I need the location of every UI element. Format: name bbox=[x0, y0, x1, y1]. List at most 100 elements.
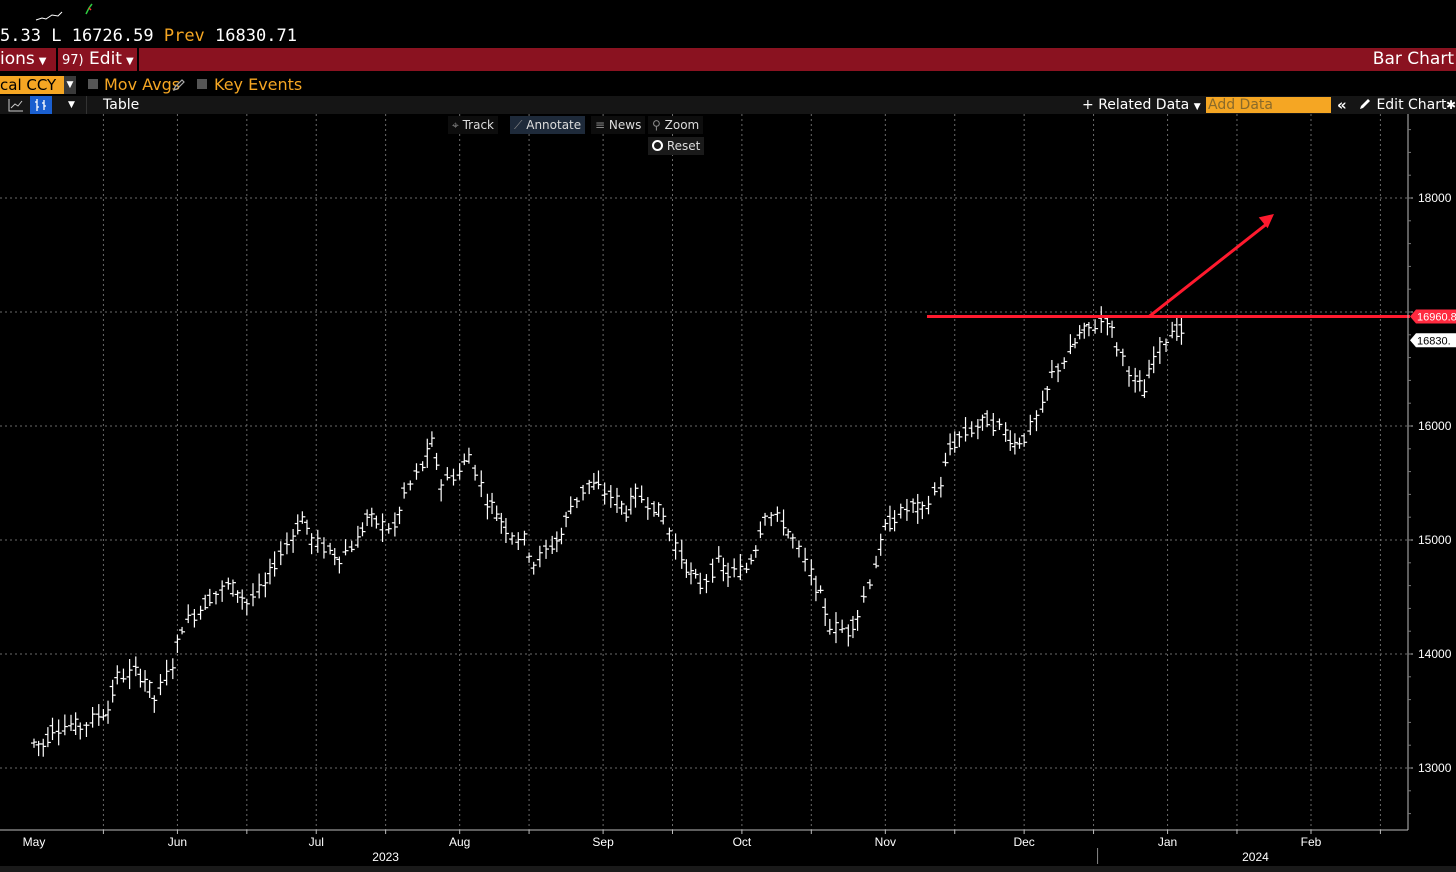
x-tick-label: Dec bbox=[1013, 835, 1034, 849]
ohlc-bar bbox=[83, 722, 90, 737]
key-events-checkbox[interactable] bbox=[197, 79, 207, 89]
ohlc-bar bbox=[802, 547, 809, 572]
ohlc-bar bbox=[379, 513, 386, 542]
ohlc-bar bbox=[683, 559, 690, 578]
ohlc-bar bbox=[672, 533, 679, 560]
ohlc-bar bbox=[1173, 315, 1180, 341]
price-tag: 16830. bbox=[1410, 333, 1456, 348]
ohlc-bar bbox=[785, 528, 792, 539]
ohlc-bar bbox=[294, 514, 301, 535]
zoom-button[interactable]: ⚲ Zoom bbox=[648, 116, 704, 134]
line-chart-icon[interactable] bbox=[8, 98, 24, 112]
ohlc-bar bbox=[678, 539, 685, 569]
ohlc-bar bbox=[962, 417, 969, 442]
annotate-button[interactable]: ⟋ Annotate bbox=[510, 116, 586, 134]
ohlc-bar bbox=[762, 512, 769, 526]
ohlc-bar bbox=[163, 659, 170, 686]
ohlc-bar bbox=[478, 470, 485, 498]
ohlc-bar bbox=[114, 665, 121, 685]
edit-menu[interactable]: 97) Edit ▼ bbox=[62, 48, 134, 71]
ohlc-bar bbox=[709, 558, 716, 583]
toolbar-divider bbox=[86, 96, 87, 114]
ohlc-bar bbox=[573, 497, 580, 509]
ohlc-bar bbox=[914, 493, 921, 524]
edit-chart-button[interactable]: Edit Chart bbox=[1358, 96, 1447, 114]
news-button[interactable]: ≡ News bbox=[591, 116, 646, 134]
ohlc-bar bbox=[303, 519, 310, 535]
ohlc-bar bbox=[549, 535, 556, 555]
ohlc-bar bbox=[444, 467, 451, 481]
ohlc-bar bbox=[697, 572, 704, 595]
ohlc-bar bbox=[1016, 437, 1023, 449]
ohlc-bar bbox=[89, 706, 96, 728]
ohlc-bar bbox=[266, 558, 273, 585]
ohlc-bar bbox=[757, 521, 764, 539]
ohlc-bar bbox=[822, 598, 829, 626]
mov-avgs-checkbox[interactable] bbox=[88, 79, 98, 89]
price-tag-label: 16830. bbox=[1417, 335, 1451, 347]
low-label: L bbox=[51, 26, 62, 46]
reset-button[interactable]: Reset bbox=[648, 137, 705, 155]
ohlc-bar bbox=[354, 525, 361, 548]
ohlc-bar bbox=[826, 618, 833, 635]
caret-down-icon[interactable]: ▼ bbox=[68, 100, 75, 110]
ohlc-bar bbox=[290, 529, 297, 553]
ohlc-bar bbox=[364, 509, 371, 527]
ohlc-bar bbox=[472, 464, 479, 481]
news-label: News bbox=[608, 118, 642, 132]
low-value: 16726.59 bbox=[71, 26, 154, 46]
ohlc-bar bbox=[638, 485, 645, 503]
annotate-icon: ⟋ bbox=[514, 118, 523, 132]
y-tick-label: 18000 bbox=[1418, 191, 1452, 205]
ohlc-bar bbox=[509, 532, 516, 545]
ohlc-bar bbox=[1044, 386, 1051, 401]
ohlc-bar bbox=[660, 507, 667, 525]
ohlc-bar bbox=[49, 717, 56, 741]
y-tick-label: 16000 bbox=[1418, 419, 1452, 433]
ohlc-bar bbox=[142, 670, 149, 692]
bar-chart-icon[interactable] bbox=[30, 96, 52, 114]
add-data-input[interactable]: Add Data bbox=[1206, 97, 1331, 113]
ohlc-bar bbox=[95, 704, 102, 726]
ohlc-bar bbox=[536, 545, 543, 568]
crosshair-icon: ⌖ bbox=[452, 118, 459, 132]
price-tag-label: 16960.8 bbox=[1417, 311, 1456, 323]
pencil-icon[interactable] bbox=[172, 78, 186, 92]
price-tag-bg bbox=[1410, 333, 1456, 348]
quote-header: 5.33 L 16726.59 Prev 16830.71 bbox=[0, 0, 1456, 48]
ohlc-bar bbox=[185, 604, 192, 624]
ohlc-bars bbox=[31, 306, 1185, 757]
x-year-label: 2023 bbox=[372, 850, 399, 864]
track-label: Track bbox=[462, 118, 494, 132]
related-data-button[interactable]: + Related Data ▼ bbox=[1082, 96, 1201, 114]
ohlc-bar bbox=[385, 523, 392, 534]
ohlc-bar bbox=[1126, 366, 1133, 387]
y-tick-label: 14000 bbox=[1418, 647, 1452, 661]
ohlc-bar bbox=[1085, 322, 1092, 337]
track-button[interactable]: ⌖ Track bbox=[448, 116, 498, 134]
mov-avgs-label[interactable]: Mov Avgs bbox=[104, 75, 181, 94]
collapse-icon[interactable]: « bbox=[1337, 96, 1347, 114]
options-menu[interactable]: ions ▼ bbox=[0, 48, 46, 71]
ohlc-bar bbox=[521, 530, 528, 546]
ohlc-bar bbox=[502, 518, 509, 544]
ohlc-bar bbox=[1092, 319, 1099, 334]
table-button[interactable]: Table bbox=[103, 97, 140, 113]
menu-divider bbox=[56, 48, 58, 71]
gear-icon[interactable]: ✱ bbox=[1446, 98, 1456, 112]
ohlc-bar bbox=[752, 545, 759, 558]
ohlc-bar bbox=[391, 512, 398, 537]
ohlc-bar bbox=[283, 532, 290, 555]
ohlc-bar bbox=[336, 556, 343, 574]
key-events-label[interactable]: Key Events bbox=[214, 75, 303, 94]
price-chart[interactable]: 13000 14000 15000 16000 18000 16960.8 16830. Ma… bbox=[0, 114, 1456, 872]
ohlc-bar bbox=[845, 624, 852, 647]
ohlc-bar bbox=[225, 577, 232, 590]
currency-select[interactable]: cal CCY ▼ bbox=[0, 76, 76, 94]
ohlc-bar bbox=[109, 679, 116, 703]
ohlc-bar bbox=[359, 522, 366, 537]
x-tick-label: Feb bbox=[1301, 835, 1322, 849]
ohlc-bar bbox=[817, 585, 824, 594]
ohlc-bar bbox=[212, 591, 219, 605]
ohlc-bar bbox=[407, 480, 414, 491]
